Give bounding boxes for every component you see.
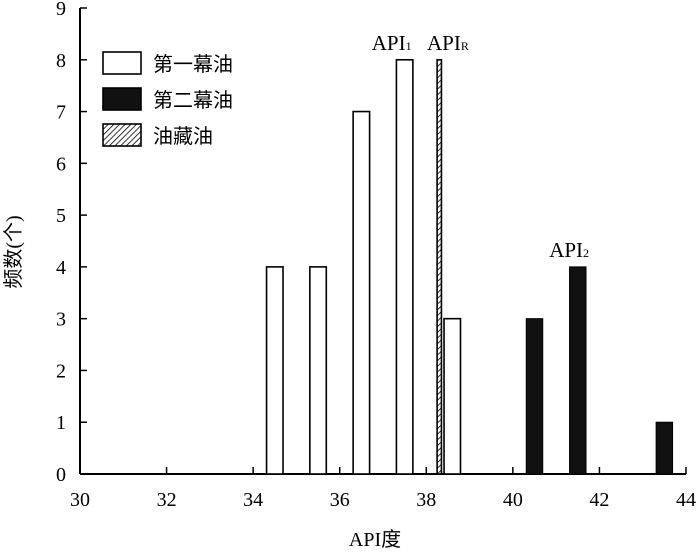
legend-label: 第二幕油 bbox=[153, 88, 233, 112]
legend-swatch-hatched bbox=[102, 123, 142, 147]
x-tick-label: 36 bbox=[330, 489, 350, 511]
y-tick-label: 9 bbox=[56, 0, 66, 20]
x-tick-label: 40 bbox=[503, 489, 523, 511]
x-tick-label: 32 bbox=[157, 489, 177, 511]
y-axis-title: 频数(个) bbox=[2, 215, 25, 288]
bar-hollow bbox=[309, 266, 328, 475]
annotation: API1 bbox=[372, 31, 412, 55]
bar-hollow bbox=[265, 266, 284, 475]
legend-label: 油藏油 bbox=[153, 124, 213, 148]
y-tick-label: 7 bbox=[56, 102, 66, 124]
bar-solid bbox=[525, 318, 544, 475]
x-axis-title: API度 bbox=[349, 528, 401, 551]
x-tick-label: 38 bbox=[416, 489, 436, 511]
y-tick-label: 6 bbox=[56, 153, 66, 175]
y-tick-label: 1 bbox=[56, 412, 66, 434]
x-tick-label: 30 bbox=[70, 489, 90, 511]
bar-solid bbox=[569, 266, 587, 475]
y-tick-label: 3 bbox=[56, 309, 66, 331]
y-tick-label: 2 bbox=[56, 360, 66, 382]
y-tick-label: 5 bbox=[56, 205, 66, 227]
bar-hatched bbox=[436, 58, 443, 475]
y-tick-label: 0 bbox=[56, 464, 66, 486]
y-tick-label: 4 bbox=[56, 257, 66, 279]
bar-hollow bbox=[443, 317, 462, 475]
x-tick-label: 34 bbox=[243, 489, 263, 511]
legend-swatch-solid bbox=[102, 87, 142, 111]
legend-swatch-hollow bbox=[102, 51, 142, 75]
x-tick-label: 44 bbox=[676, 489, 696, 511]
annotation: API2 bbox=[549, 238, 589, 262]
legend-label: 第一幕油 bbox=[153, 52, 233, 76]
annotation: APIR bbox=[427, 31, 469, 55]
y-tick-label: 8 bbox=[56, 50, 66, 72]
x-tick-label: 42 bbox=[589, 489, 609, 511]
bar-solid bbox=[655, 421, 674, 475]
bar-hollow bbox=[352, 110, 371, 475]
bar-hollow bbox=[395, 58, 414, 475]
